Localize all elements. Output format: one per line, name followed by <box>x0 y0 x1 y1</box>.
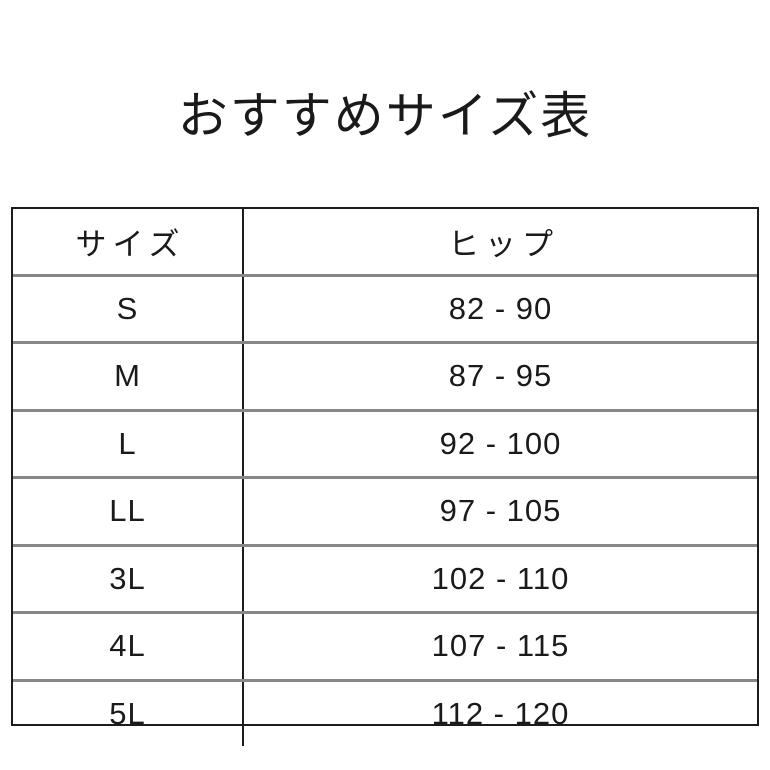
size-value: LL <box>109 493 146 529</box>
table-header: サイズ ヒップ <box>13 209 757 277</box>
table-row: M 87 - 95 <box>13 341 757 410</box>
column-header-size-label: サイズ <box>75 226 186 262</box>
size-value: L <box>118 425 137 461</box>
size-value: S <box>116 290 139 326</box>
size-value: M <box>114 358 141 394</box>
cell-size: S <box>13 275 244 343</box>
hip-value: 97 - 105 <box>439 493 562 529</box>
cell-size: 5L <box>13 678 244 746</box>
cell-hip: 112 - 120 <box>243 678 757 746</box>
hip-value: 82 - 90 <box>448 290 553 326</box>
table-row: LL 97 - 105 <box>13 476 757 545</box>
size-value: 3L <box>109 560 146 596</box>
table-header-row: サイズ ヒップ <box>13 209 757 277</box>
column-header-size: サイズ <box>13 209 244 277</box>
cell-hip: 82 - 90 <box>243 275 757 343</box>
cell-size: 3L <box>13 543 244 613</box>
hip-value: 102 - 110 <box>431 560 570 596</box>
table-row: 4L 107 - 115 <box>13 611 757 680</box>
column-header-hip: ヒップ <box>243 209 757 277</box>
table-row: S 82 - 90 <box>13 275 757 343</box>
hip-value: 112 - 120 <box>431 695 570 731</box>
cell-size: L <box>13 408 244 478</box>
cell-hip: 102 - 110 <box>243 543 757 613</box>
table-row: 3L 102 - 110 <box>13 543 757 613</box>
size-value: 4L <box>109 628 146 664</box>
cell-hip: 92 - 100 <box>243 408 757 478</box>
size-value: 5L <box>109 695 146 731</box>
page-title: おすすめサイズ表 <box>177 88 593 144</box>
table-row: 5L 112 - 120 <box>13 678 757 746</box>
table-row: L 92 - 100 <box>13 408 757 478</box>
hip-value: 107 - 115 <box>431 628 570 664</box>
hip-value: 87 - 95 <box>448 358 553 394</box>
cell-size: 4L <box>13 611 244 680</box>
size-table: サイズ ヒップ S 82 - 90 <box>13 209 757 746</box>
cell-hip: 97 - 105 <box>243 476 757 545</box>
hip-value: 92 - 100 <box>439 425 562 461</box>
cell-hip: 87 - 95 <box>243 341 757 410</box>
cell-size: LL <box>13 476 244 545</box>
table-body: S 82 - 90 M 87 - 95 L <box>13 275 757 746</box>
column-header-hip-label: ヒップ <box>448 226 559 262</box>
cell-size: M <box>13 341 244 410</box>
size-table-container: サイズ ヒップ S 82 - 90 <box>11 207 759 746</box>
cell-hip: 107 - 115 <box>243 611 757 680</box>
